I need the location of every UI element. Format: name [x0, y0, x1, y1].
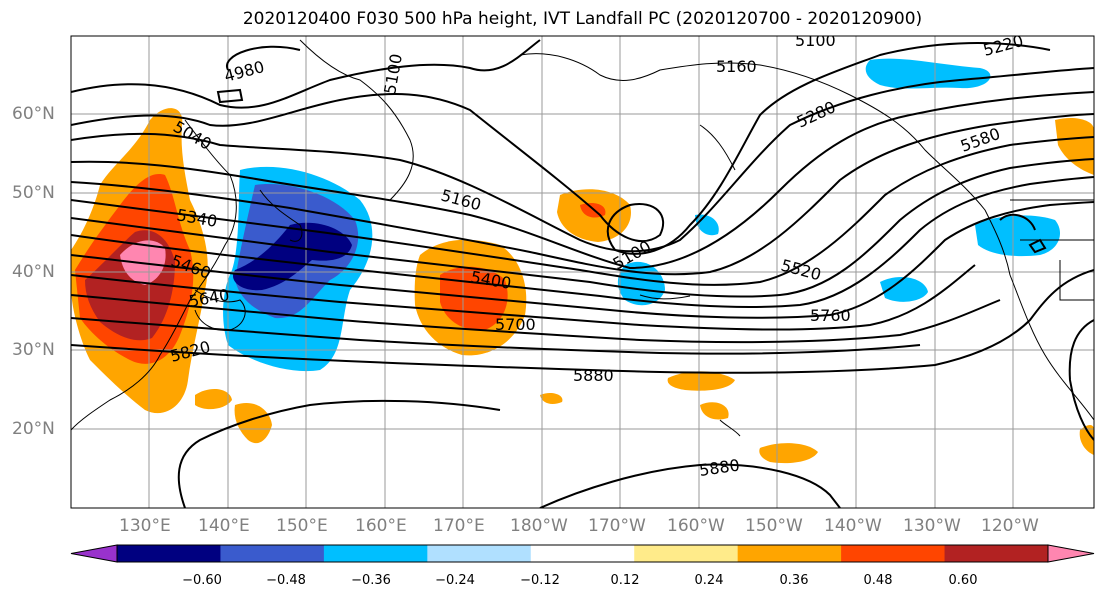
- lon-label-130w: 130°W: [903, 516, 961, 536]
- colorbar-tick-label: 0.12: [610, 573, 640, 588]
- colorbar-tick-label: −0.36: [351, 573, 391, 588]
- colorbar-tick-label: −0.60: [182, 573, 222, 588]
- contour-label-5100b: 5100: [795, 31, 836, 50]
- colorbar-extend-high: [1047, 544, 1095, 563]
- contour-label-5280: 5280: [794, 97, 839, 131]
- height-contours: [71, 39, 1094, 508]
- colorbar-tick-label: −0.24: [435, 573, 475, 588]
- colorbar-tick-label: 0.24: [694, 573, 724, 588]
- lon-label-160w: 160°W: [667, 516, 725, 536]
- lon-label-170e: 170°E: [433, 516, 485, 536]
- colorbar-segment: [530, 545, 635, 562]
- colorbar-extend-low: [70, 544, 118, 563]
- colorbar: [70, 544, 1095, 563]
- lon-label-120w: 120°W: [981, 516, 1039, 536]
- lat-label-30n: 30°N: [12, 340, 55, 360]
- colorbar-segment: [634, 545, 739, 562]
- lon-label-150w: 150°W: [745, 516, 803, 536]
- lat-label-60n: 60°N: [12, 104, 55, 124]
- colorbar-segment: [220, 545, 325, 562]
- colorbar-segment: [117, 545, 221, 562]
- lat-label-50n: 50°N: [12, 183, 55, 203]
- contour-label-5880b: 5880: [698, 455, 741, 479]
- colorbar-tick-label: −0.48: [266, 573, 306, 588]
- contour-label-5880a: 5880: [573, 366, 614, 385]
- lat-label-40n: 40°N: [12, 262, 55, 282]
- lon-label-180w: 180°W: [510, 516, 568, 536]
- contour-label-5700: 5700: [495, 315, 536, 334]
- colorbar-segment: [841, 545, 946, 562]
- contour-label-5760: 5760: [810, 306, 851, 325]
- colorbar-segment: [427, 545, 532, 562]
- lon-label-150e: 150°E: [276, 516, 328, 536]
- contour-label-5220: 5220: [981, 31, 1025, 60]
- map-title: 2020120400 F030 500 hPa height, IVT Land…: [242, 9, 923, 29]
- lon-label-140e: 140°E: [198, 516, 250, 536]
- colorbar-tick-label: −0.12: [520, 573, 560, 588]
- colorbar-tick-label: 0.60: [948, 573, 978, 588]
- contour-label-5160b: 5160: [716, 57, 757, 76]
- colorbar-segment: [944, 545, 1049, 562]
- contour-label-5520: 5520: [779, 256, 823, 285]
- lon-label-130e: 130°E: [119, 516, 171, 536]
- lon-label-170w: 170°W: [588, 516, 646, 536]
- colorbar-tick-label: 0.48: [863, 573, 893, 588]
- colorbar-segment: [323, 545, 428, 562]
- colorbar-frame: [116, 544, 1049, 563]
- lon-label-140w: 140°W: [824, 516, 882, 536]
- lon-label-160e: 160°E: [355, 516, 407, 536]
- colorbar-tick-label: 0.36: [779, 573, 809, 588]
- lat-label-20n: 20°N: [12, 419, 55, 439]
- map-frame: [70, 35, 1095, 509]
- colorbar-segment: [737, 545, 842, 562]
- contour-label-5100a: 5100: [380, 52, 406, 95]
